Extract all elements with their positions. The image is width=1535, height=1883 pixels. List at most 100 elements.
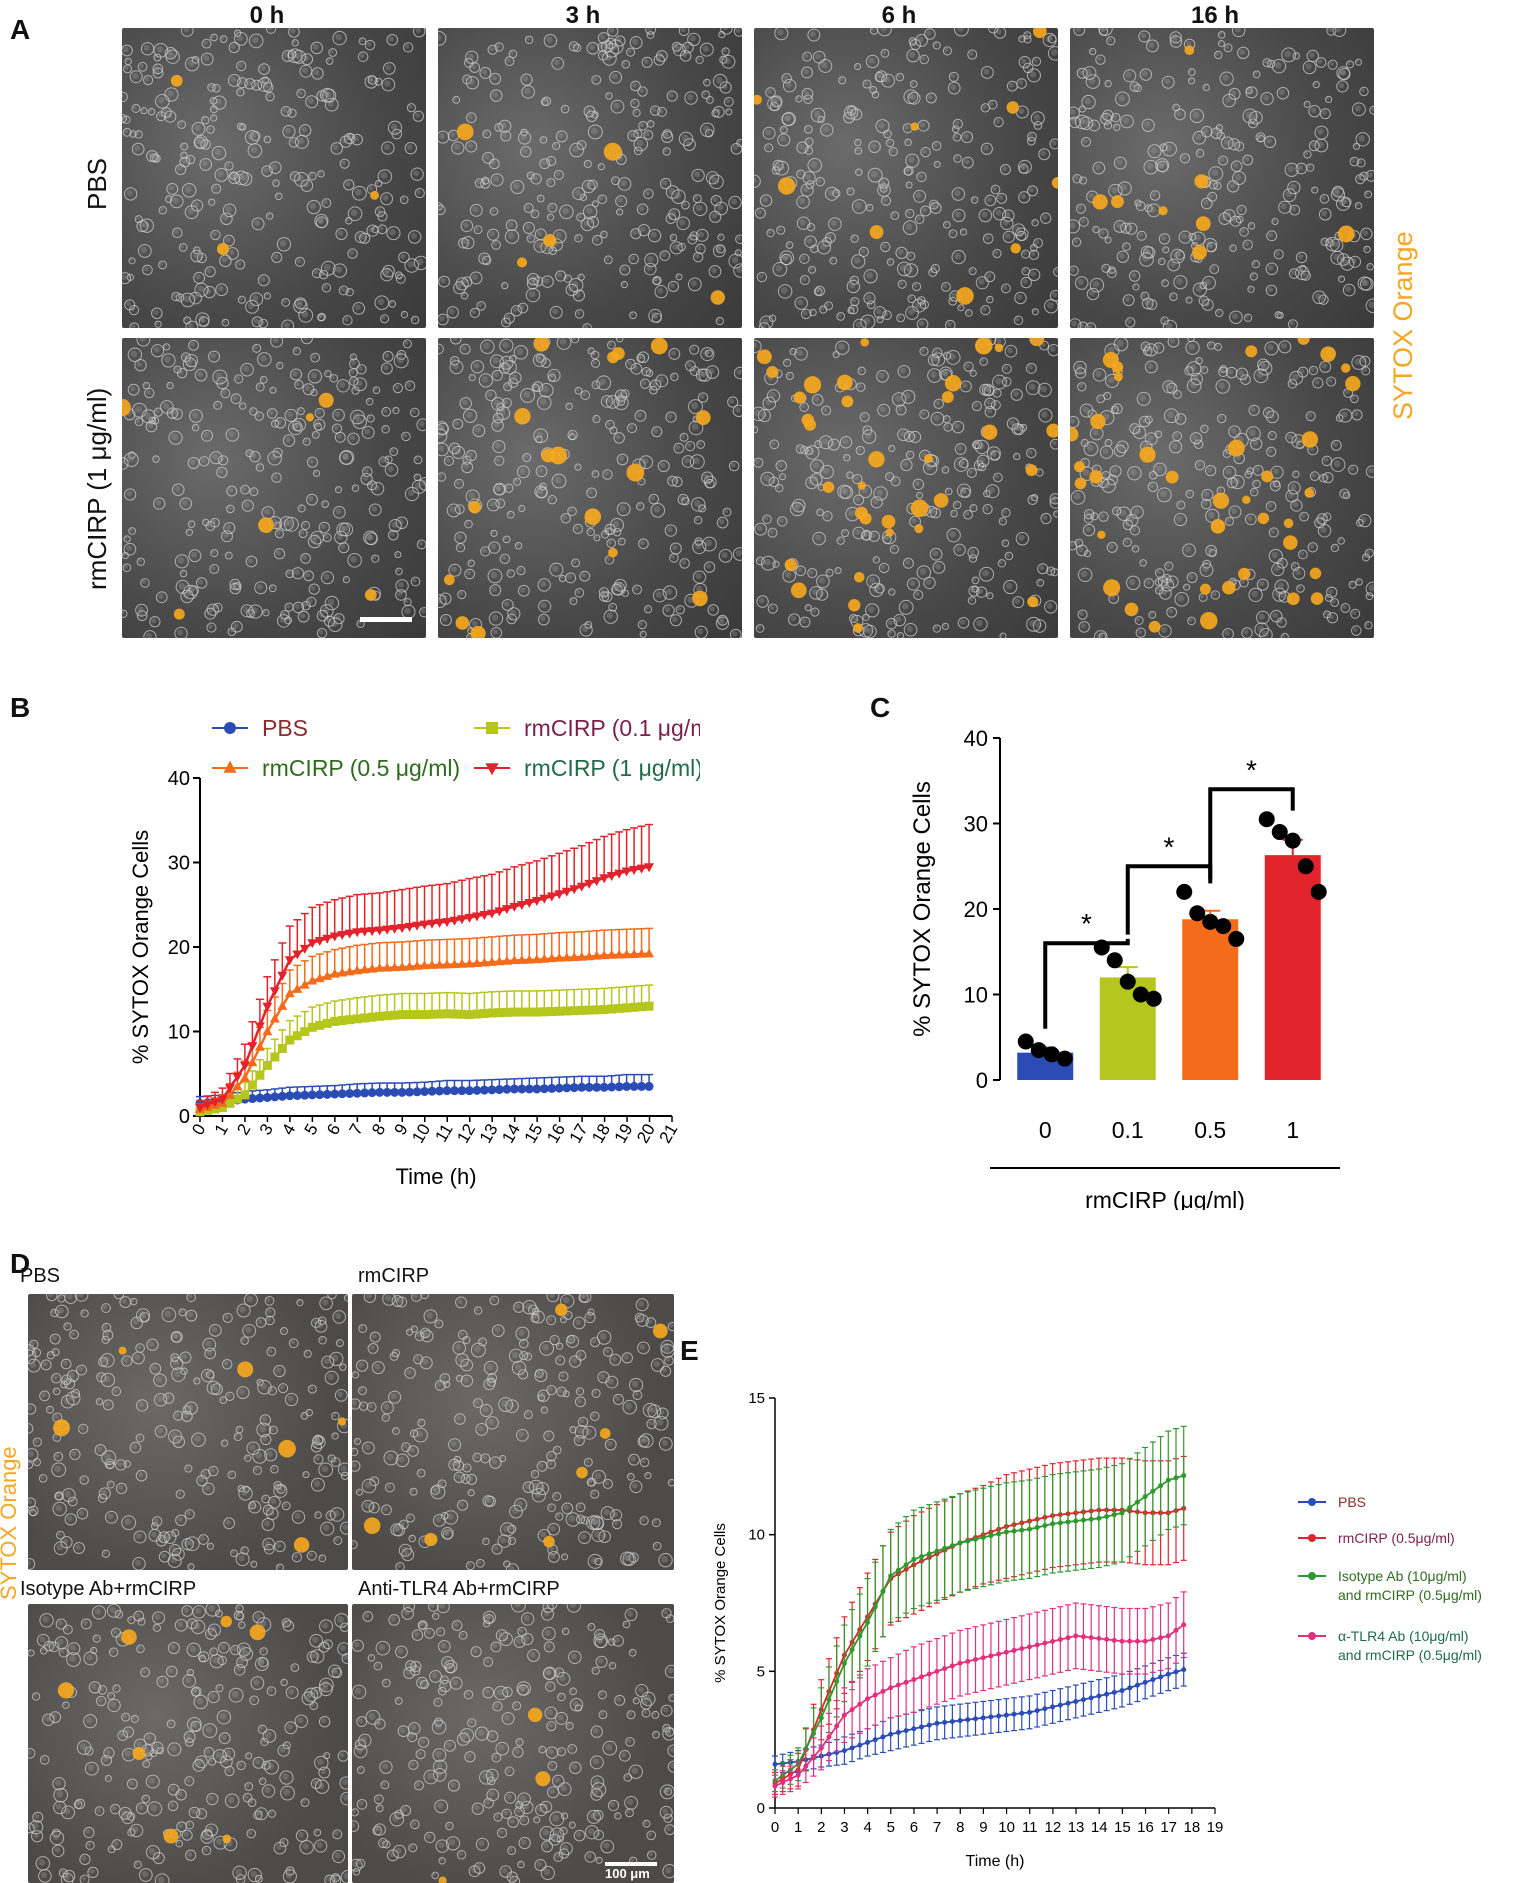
cell-core — [380, 458, 386, 464]
cell-core — [589, 218, 595, 224]
cell — [1070, 219, 1081, 234]
cell-core — [784, 114, 792, 122]
sytox-positive-cell — [784, 558, 797, 572]
cell — [1027, 185, 1039, 197]
cell — [1186, 572, 1198, 584]
micrograph-texture — [754, 28, 1058, 328]
cell-core — [438, 345, 440, 351]
cell-core — [345, 135, 352, 141]
cell — [498, 119, 512, 133]
cell-core — [289, 51, 293, 56]
cell — [568, 41, 580, 52]
cell-core — [212, 185, 218, 191]
cell — [785, 241, 794, 249]
cell-core — [1082, 469, 1090, 476]
row-label-pbs: PBS — [82, 157, 112, 210]
cell-core — [899, 430, 906, 437]
cell-core — [396, 356, 404, 364]
cell — [216, 466, 228, 478]
cell-core — [126, 545, 132, 552]
cell-core — [659, 462, 666, 468]
cell — [1187, 77, 1196, 85]
cell-core — [712, 197, 718, 203]
cell — [947, 81, 961, 95]
cell-core — [460, 239, 465, 245]
micrograph-texture — [122, 28, 426, 328]
cell — [285, 569, 295, 579]
cell-core — [1020, 162, 1028, 170]
cell — [489, 72, 502, 85]
cell — [872, 556, 880, 564]
cell — [820, 123, 834, 137]
cell — [574, 588, 585, 598]
cell-core — [796, 96, 800, 100]
cell — [236, 87, 245, 97]
cell — [1327, 59, 1338, 70]
cell-core — [1251, 590, 1258, 598]
cell — [719, 55, 728, 64]
cell-core — [632, 365, 639, 371]
cell-core — [870, 87, 874, 91]
cell — [992, 374, 1007, 390]
data-point — [284, 988, 295, 998]
sytox-positive-cell — [1113, 372, 1123, 382]
cell-core — [644, 190, 650, 196]
cell-core — [1005, 233, 1011, 239]
cell — [233, 29, 242, 37]
cell-core — [1112, 114, 1117, 119]
cell-core — [592, 471, 597, 475]
cell — [274, 192, 283, 201]
cell — [782, 78, 797, 93]
cell — [525, 287, 541, 303]
cell-core — [880, 564, 886, 570]
cell — [134, 417, 144, 427]
cell-core — [138, 612, 144, 618]
cell — [941, 622, 949, 630]
cell — [706, 96, 714, 104]
cell — [1237, 46, 1250, 60]
data-point — [285, 1091, 295, 1101]
cell — [966, 467, 977, 478]
cell-core — [718, 234, 722, 238]
cell-core — [1137, 202, 1142, 208]
cell — [684, 91, 698, 105]
cell-core — [648, 121, 652, 125]
cell-core — [812, 475, 819, 482]
cell-core — [992, 186, 997, 191]
cell-core — [251, 36, 259, 44]
cell — [732, 547, 742, 561]
cell — [485, 389, 497, 402]
cell-core — [901, 602, 909, 610]
cell-core — [592, 112, 596, 116]
cell — [871, 90, 880, 99]
cell-core — [532, 175, 538, 181]
cell-core — [1207, 467, 1213, 473]
cell-core — [703, 349, 710, 357]
cell-core — [1248, 286, 1252, 290]
sytox-positive-cell — [777, 177, 796, 195]
cell-core — [335, 33, 342, 41]
cell-core — [906, 625, 913, 632]
cell — [834, 566, 842, 575]
cell-core — [779, 135, 786, 142]
cell — [1229, 215, 1242, 227]
cell — [591, 234, 603, 246]
cell-core — [571, 280, 579, 288]
cell — [540, 98, 549, 106]
cell-core — [588, 44, 595, 51]
cell-core — [502, 132, 508, 138]
cell-core — [176, 629, 184, 636]
cell — [1352, 142, 1361, 150]
cell-core — [1338, 82, 1345, 89]
cell — [146, 150, 158, 162]
cell — [1047, 34, 1057, 44]
cell — [600, 395, 614, 408]
cell-core — [1351, 395, 1356, 400]
sytox-positive-cell — [1124, 602, 1139, 617]
cell — [211, 183, 222, 194]
cell — [306, 199, 321, 215]
cell-core — [397, 518, 404, 525]
cell-core — [1201, 425, 1206, 430]
cell-core — [643, 58, 649, 64]
cell — [381, 141, 395, 155]
